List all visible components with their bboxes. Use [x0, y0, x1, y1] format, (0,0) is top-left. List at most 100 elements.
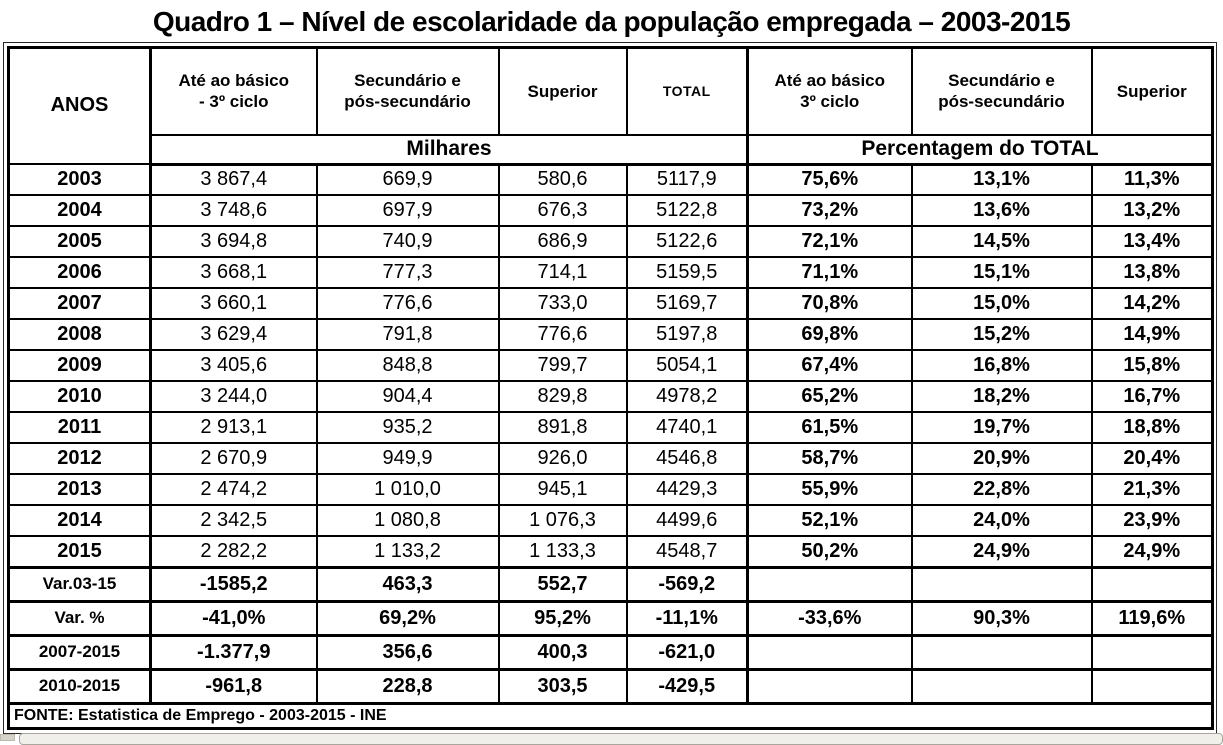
column-header-total: TOTAL	[625, 46, 749, 137]
data-cell: -621,0	[625, 633, 749, 671]
scrollbar-area	[0, 731, 1223, 745]
data-cell: 20,9%	[910, 442, 1093, 476]
data-cell	[746, 667, 913, 705]
data-cell	[910, 633, 1093, 671]
data-cell: 1 133,3	[497, 535, 628, 569]
data-cell: 3 668,1	[149, 256, 318, 290]
data-cell: 2 913,1	[149, 411, 318, 445]
table-frame: ANOS Até ao básico - 3º ciclo Secundário…	[3, 41, 1217, 734]
data-cell: 13,4%	[1090, 225, 1214, 259]
row-label: 2011	[7, 411, 152, 445]
data-cell: 18,2%	[910, 380, 1093, 414]
anos-header: ANOS	[7, 46, 152, 166]
data-cell: 15,8%	[1090, 349, 1214, 383]
data-cell: 20,4%	[1090, 442, 1214, 476]
row-label: 2012	[7, 442, 152, 476]
data-cell: 14,2%	[1090, 287, 1214, 321]
data-cell: 848,8	[315, 349, 500, 383]
data-cell: 1 076,3	[497, 504, 628, 538]
row-label: 2006	[7, 256, 152, 290]
data-cell: 5159,5	[625, 256, 749, 290]
scroll-corner[interactable]	[0, 734, 15, 741]
row-label: 2007-2015	[7, 633, 152, 671]
data-cell: 55,9%	[746, 473, 913, 507]
data-cell: 1 010,0	[315, 473, 500, 507]
data-cell: 799,7	[497, 349, 628, 383]
data-cell: -1585,2	[149, 565, 318, 603]
row-label: 2010	[7, 380, 152, 414]
data-cell: 1 133,2	[315, 535, 500, 569]
data-cell: 3 629,4	[149, 318, 318, 352]
table-footer: FONTE: Estatistica de Emprego - 2003-201…	[7, 701, 1214, 730]
data-cell: -961,8	[149, 667, 318, 705]
data-cell: 13,8%	[1090, 256, 1214, 290]
row-label: 2010-2015	[7, 667, 152, 705]
data-cell: 24,0%	[910, 504, 1093, 538]
row-label: 2015	[7, 535, 152, 569]
data-cell: 356,6	[315, 633, 500, 671]
data-cell: 90,3%	[910, 599, 1093, 637]
horizontal-scrollbar[interactable]	[19, 733, 1223, 745]
column-header-row: ANOS Até ao básico - 3º ciclo Secundário…	[7, 46, 1214, 166]
table-row: 2007 3 660,1 776,6 733,0 5169,7 70,8% 15…	[7, 287, 1214, 321]
data-cell	[746, 633, 913, 671]
row-label: 2007	[7, 287, 152, 321]
table-row: 2003 3 867,4 669,9 580,6 5117,9 75,6% 13…	[7, 163, 1214, 197]
table-row: 2010 3 244,0 904,4 829,8 4978,2 65,2% 18…	[7, 380, 1214, 414]
data-cell: 73,2%	[746, 194, 913, 228]
table-row: 2004 3 748,6 697,9 676,3 5122,8 73,2% 13…	[7, 194, 1214, 228]
data-cell: 303,5	[497, 667, 628, 705]
data-cell: 3 660,1	[149, 287, 318, 321]
table-row: 2005 3 694,8 740,9 686,9 5122,6 72,1% 14…	[7, 225, 1214, 259]
data-cell: 4429,3	[625, 473, 749, 507]
data-cell: 58,7%	[746, 442, 913, 476]
data-cell: 791,8	[315, 318, 500, 352]
data-cell: 14,9%	[1090, 318, 1214, 352]
row-label: Var. %	[7, 599, 152, 637]
table-row: Var.03-15 -1585,2 463,3 552,7 -569,2	[7, 565, 1214, 603]
data-cell: 3 748,6	[149, 194, 318, 228]
data-cell: 3 867,4	[149, 163, 318, 197]
data-cell: 3 405,6	[149, 349, 318, 383]
table-row: Var. % -41,0% 69,2% 95,2% -11,1% -33,6% …	[7, 599, 1214, 637]
data-cell: 75,6%	[746, 163, 913, 197]
data-cell: 926,0	[497, 442, 628, 476]
row-label: 2003	[7, 163, 152, 197]
data-cell: 61,5%	[746, 411, 913, 445]
table-row: 2008 3 629,4 791,8 776,6 5197,8 69,8% 15…	[7, 318, 1214, 352]
data-cell: 400,3	[497, 633, 628, 671]
data-cell	[1090, 667, 1214, 705]
data-cell: -1.377,9	[149, 633, 318, 671]
source-note: FONTE: Estatistica de Emprego - 2003-201…	[7, 701, 1214, 730]
row-label: 2009	[7, 349, 152, 383]
data-cell: 69,8%	[746, 318, 913, 352]
data-cell: 580,6	[497, 163, 628, 197]
row-label: 2014	[7, 504, 152, 538]
column-header-superior-pct: Superior	[1090, 46, 1214, 137]
data-cell	[1090, 633, 1214, 671]
data-cell: 228,8	[315, 667, 500, 705]
data-cell: 13,2%	[1090, 194, 1214, 228]
data-cell: 776,6	[315, 287, 500, 321]
data-cell: -569,2	[625, 565, 749, 603]
data-cell: 891,8	[497, 411, 628, 445]
data-cell: 669,9	[315, 163, 500, 197]
data-cell: 67,4%	[746, 349, 913, 383]
row-label: 2013	[7, 473, 152, 507]
data-cell: -41,0%	[149, 599, 318, 637]
table-row: 2013 2 474,2 1 010,0 945,1 4429,3 55,9% …	[7, 473, 1214, 507]
data-cell: 50,2%	[746, 535, 913, 569]
source-row: FONTE: Estatistica de Emprego - 2003-201…	[7, 701, 1214, 730]
data-cell: 776,6	[497, 318, 628, 352]
data-cell: 2 282,2	[149, 535, 318, 569]
row-label: 2004	[7, 194, 152, 228]
data-cell: 15,2%	[910, 318, 1093, 352]
data-cell: 24,9%	[910, 535, 1093, 569]
data-cell: -429,5	[625, 667, 749, 705]
data-cell: 119,6%	[1090, 599, 1214, 637]
data-cell: 904,4	[315, 380, 500, 414]
group-header-row: Milhares Percentagem do TOTAL	[9, 134, 1214, 166]
data-cell: 5122,8	[625, 194, 749, 228]
row-label: 2005	[7, 225, 152, 259]
data-cell: 11,3%	[1090, 163, 1214, 197]
